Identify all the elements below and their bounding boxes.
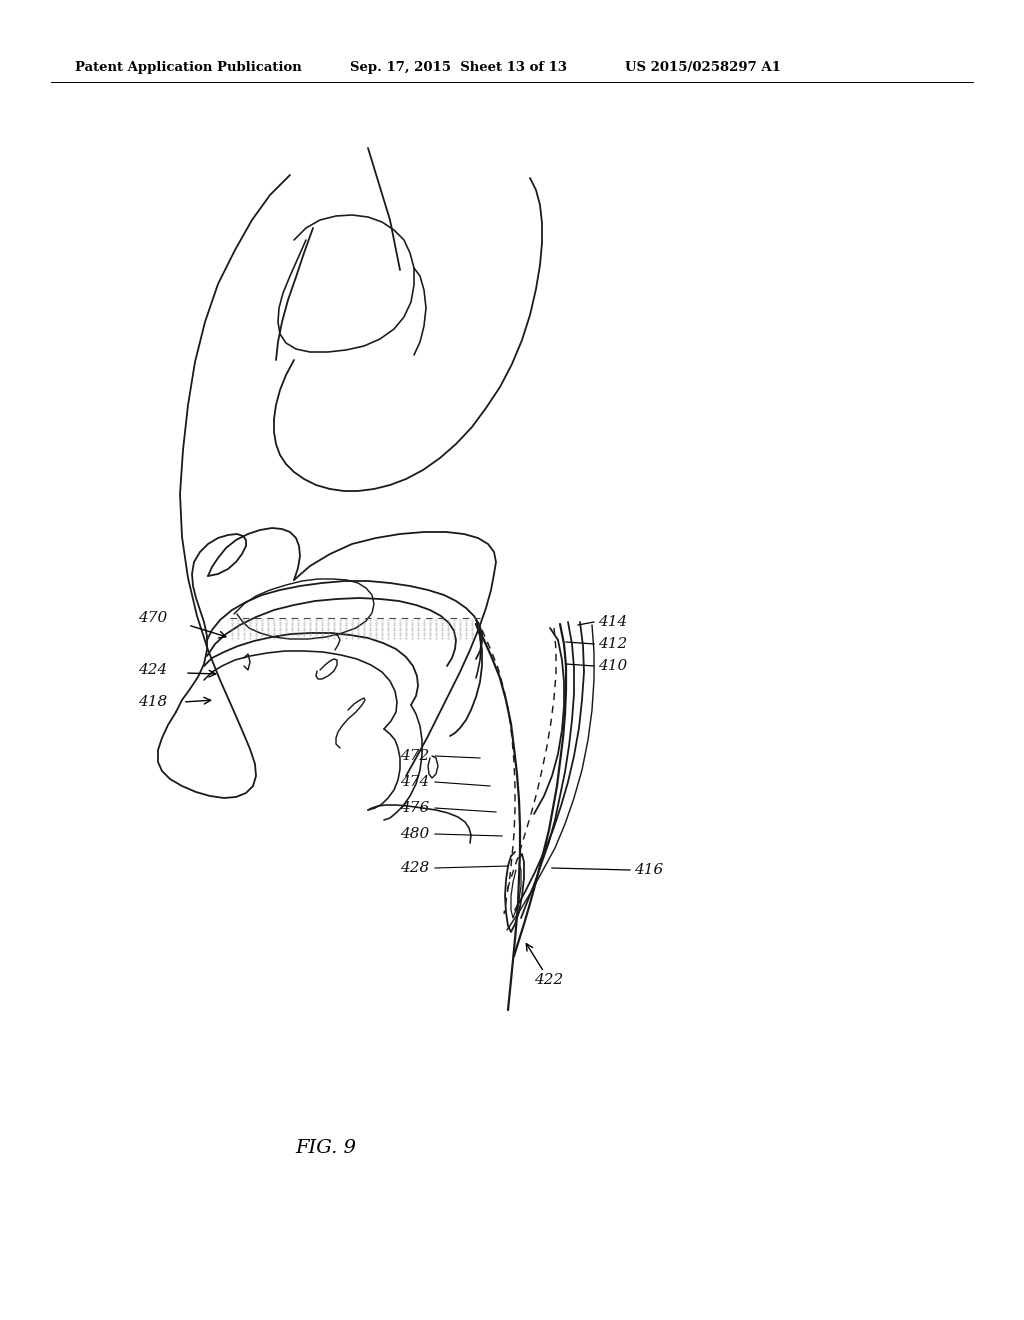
Text: Sep. 17, 2015  Sheet 13 of 13: Sep. 17, 2015 Sheet 13 of 13 (350, 62, 567, 74)
Text: US 2015/0258297 A1: US 2015/0258297 A1 (625, 62, 781, 74)
Text: 410: 410 (598, 659, 628, 673)
Text: 424: 424 (138, 663, 167, 677)
Text: 480: 480 (400, 828, 429, 841)
Text: 414: 414 (598, 615, 628, 630)
Text: 470: 470 (138, 611, 167, 624)
Text: 428: 428 (400, 861, 429, 875)
Text: 416: 416 (634, 863, 664, 876)
Text: 472: 472 (400, 748, 429, 763)
Text: 474: 474 (400, 775, 429, 789)
Text: 418: 418 (138, 696, 167, 709)
Text: 412: 412 (598, 638, 628, 651)
Text: 422: 422 (534, 973, 563, 987)
Text: FIG. 9: FIG. 9 (295, 1139, 356, 1158)
Text: 476: 476 (400, 801, 429, 814)
Text: Patent Application Publication: Patent Application Publication (75, 62, 302, 74)
